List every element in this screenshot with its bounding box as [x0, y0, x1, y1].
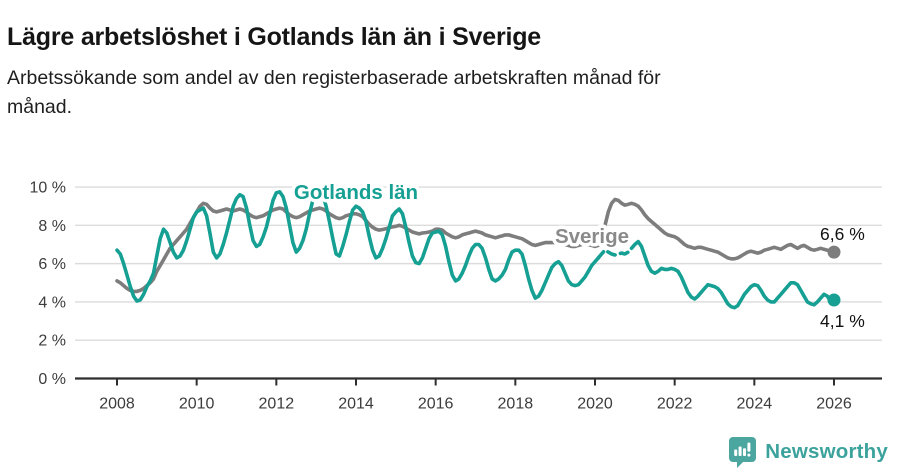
x-axis-tick-label: 2020: [577, 396, 613, 413]
x-axis-tick-label: 2024: [737, 396, 773, 413]
newsworthy-logo: Newsworthy: [728, 436, 888, 468]
chart-subtitle: Arbetssökande som andel av den registerb…: [7, 64, 661, 122]
x-axis-tick-label: 2026: [816, 396, 852, 413]
x-axis-tick-label: 2014: [338, 396, 374, 413]
gotlands-l-n-line: [115, 189, 601, 303]
y-axis-tick-label: 0 %: [38, 371, 66, 388]
sverige-end-dot: [827, 245, 841, 259]
gotlands-l-n-line: [629, 239, 836, 310]
gotlands-l-n-end-value-label: 4,1 %: [820, 311, 865, 331]
subtitle-line-1: Arbetssökande som andel av den registerb…: [7, 67, 661, 89]
newsworthy-logo-icon: [729, 437, 757, 468]
sverige-end-value-label: 6,6 %: [820, 224, 865, 244]
y-axis-tick-label: 4 %: [38, 294, 66, 311]
brand-name: Newsworthy: [765, 440, 888, 463]
gotlands-l-n-series-label: Gotlands län: [294, 181, 418, 204]
x-axis-tick-label: 2008: [99, 396, 135, 413]
subtitle-line-2: månad.: [7, 96, 73, 118]
y-axis-tick-label: 2 %: [38, 333, 66, 350]
x-axis-tick-label: 2012: [259, 396, 295, 413]
x-axis-tick-label: 2018: [498, 396, 534, 413]
sverige-line: [115, 197, 836, 294]
y-axis-tick-label: 10 %: [30, 180, 66, 197]
gotlands-l-n-line: [596, 246, 634, 260]
x-axis-tick-label: 2022: [657, 396, 693, 413]
x-axis-tick-label: 2010: [179, 396, 215, 413]
sverige-series-label: Sverige: [555, 225, 629, 248]
y-axis-tick-label: 6 %: [38, 256, 66, 273]
gotlands-l-n-end-dot: [827, 293, 841, 307]
page-title: Lägre arbetslöshet i Gotlands län än i S…: [7, 22, 542, 51]
y-axis-tick-label: 8 %: [38, 218, 66, 235]
x-axis-tick-label: 2016: [418, 396, 454, 413]
unemployment-line-chart: 0 % 2 % 4 % 6 % 8 % 10 % 2008 2010 2012 2014 2016 2…: [30, 178, 882, 413]
